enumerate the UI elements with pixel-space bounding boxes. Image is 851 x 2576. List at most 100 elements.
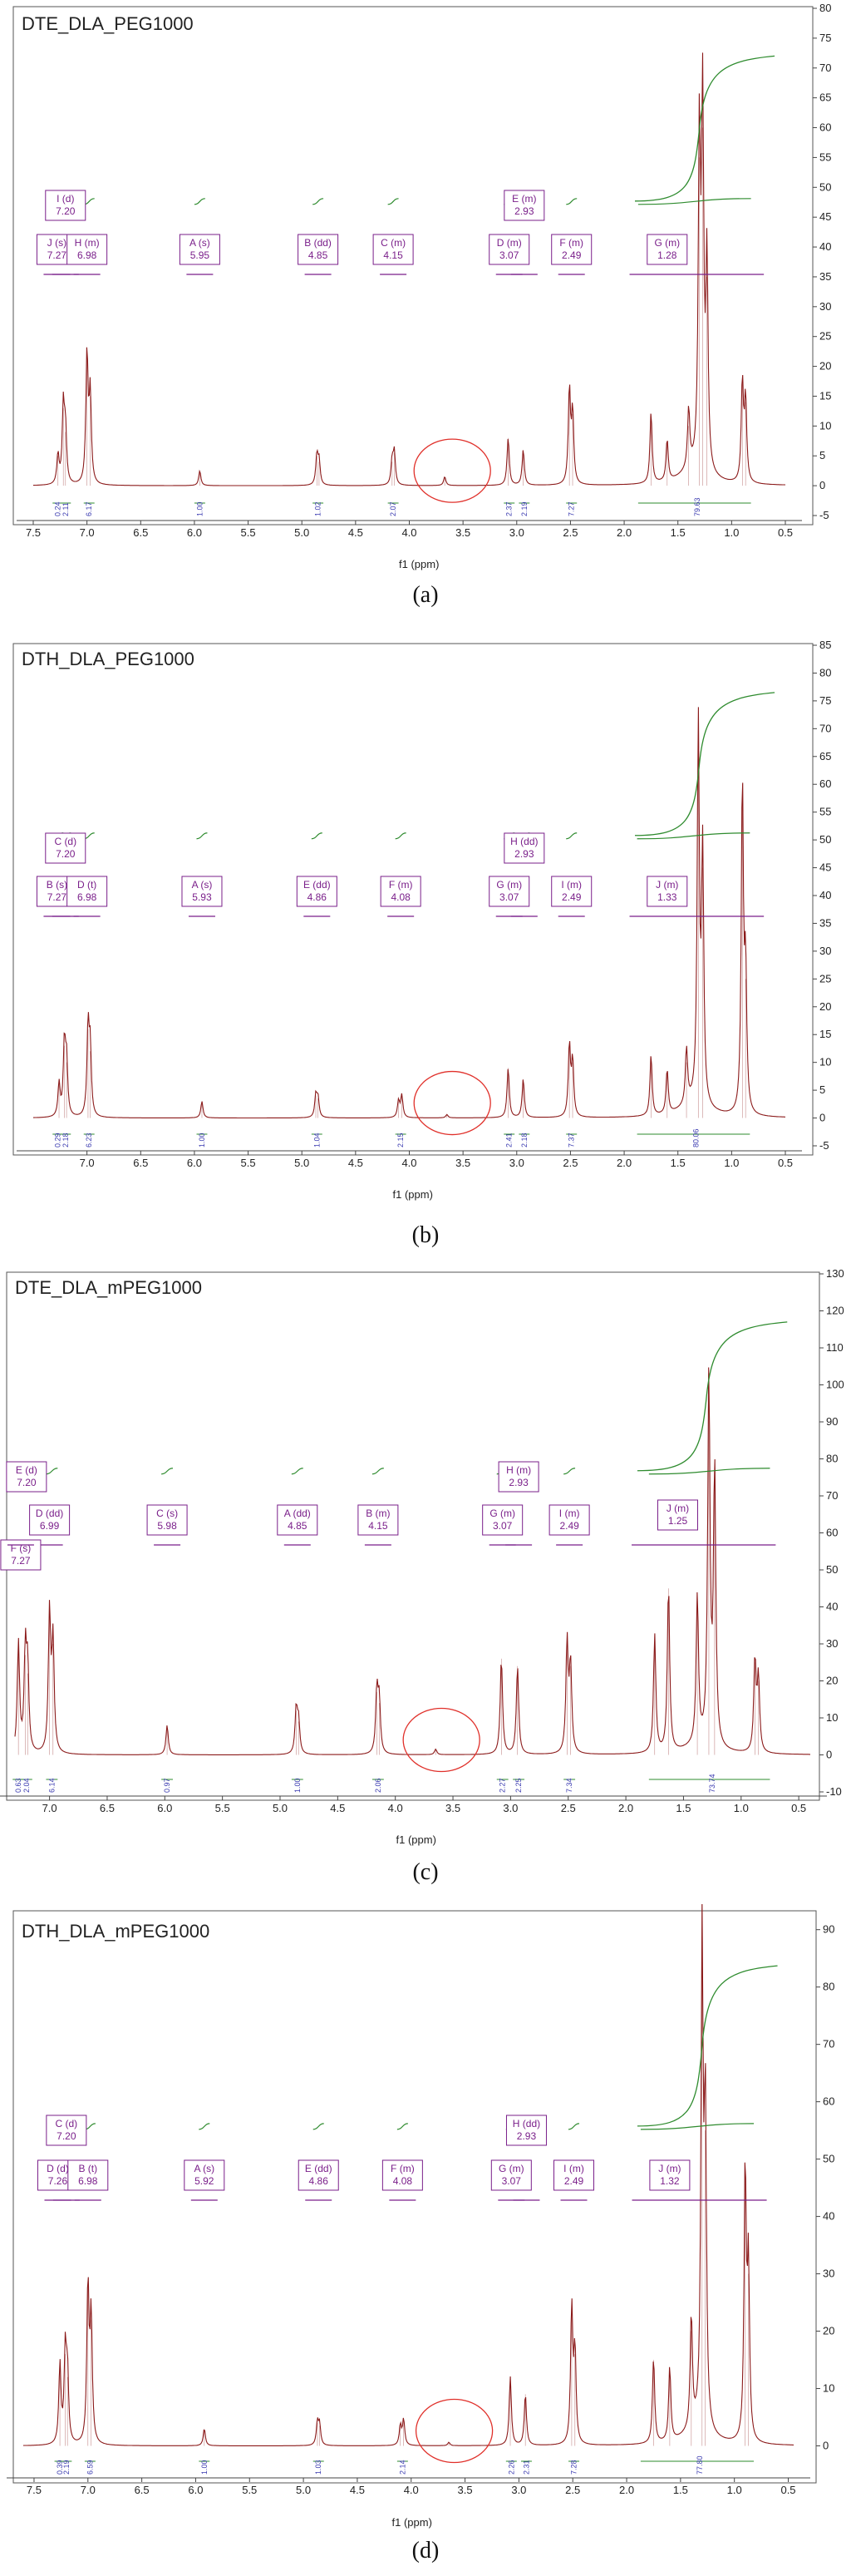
x-tick-label: 7.0 <box>80 526 95 539</box>
y-tick-label: 65 <box>819 750 831 762</box>
y-tick-label: 50 <box>826 1563 838 1576</box>
integral-curve <box>563 1468 576 1475</box>
figure-caption-d: (d) <box>411 2538 440 2564</box>
peak-label-box <box>548 1504 590 1536</box>
y-tick-label: 30 <box>819 300 831 313</box>
peak-label-name: D (d) <box>47 2163 69 2174</box>
peak-label-box <box>372 234 414 265</box>
peak-label-name: F (s) <box>11 1542 32 1554</box>
integral-value: 2.19 <box>520 501 529 516</box>
x-tick-label: 7.5 <box>27 2484 42 2496</box>
x-tick-label: 6.0 <box>157 1802 172 1814</box>
integral-value: 6.23 <box>85 1133 93 1147</box>
peak-label-box <box>296 876 337 907</box>
peak-label-box <box>504 190 545 221</box>
peak-label-name: D (m) <box>497 237 522 249</box>
y-tick-label: -5 <box>819 1139 829 1152</box>
peak-label-box <box>45 832 86 864</box>
peak-label-shift: 3.07 <box>499 891 519 903</box>
x-tick-label: 1.0 <box>727 2484 742 2496</box>
spectrum-line <box>33 52 786 486</box>
peak-label-box <box>647 876 688 907</box>
chart-title: DTE_DLA_PEG1000 <box>22 13 194 34</box>
peak-label-name: F (m) <box>559 237 583 249</box>
y-tick-label: 130 <box>826 1267 844 1280</box>
y-tick-label: -10 <box>826 1785 842 1798</box>
peak-label-shift: 4.86 <box>309 2175 329 2187</box>
peak-label-box <box>489 876 530 907</box>
y-tick-label: 60 <box>823 2095 834 2108</box>
peak-label-name: F (m) <box>391 2163 415 2174</box>
integral-value: 2.07 <box>389 501 397 516</box>
x-tick-label: 2.5 <box>563 526 578 539</box>
integral-curve <box>637 832 750 840</box>
y-tick-label: 55 <box>819 151 831 163</box>
y-tick-label: 0 <box>819 479 825 491</box>
peak-label-box <box>6 1461 47 1493</box>
peak-label-shift: 1.33 <box>657 891 677 903</box>
peak-label-name: C (d) <box>56 2118 78 2129</box>
integral-curve <box>161 1468 174 1475</box>
x-tick-label: 1.0 <box>724 526 739 539</box>
peak-label-name: I (d) <box>57 193 74 205</box>
y-tick-label: 35 <box>819 916 831 929</box>
peak-label-box <box>179 234 220 265</box>
y-tick-label: 60 <box>819 777 831 790</box>
peak-label-shift: 2.49 <box>562 891 582 903</box>
peak-label-name: I (m) <box>559 1508 580 1519</box>
peak-label-name: I (m) <box>563 2163 584 2174</box>
x-tick-label: 7.5 <box>26 526 41 539</box>
integral-value: 2.31 <box>522 2460 530 2475</box>
y-tick-label: 70 <box>823 2038 834 2050</box>
peak-label-box <box>489 234 530 265</box>
integral-curve <box>396 2123 408 2130</box>
integral-value: 0.97 <box>163 1778 171 1793</box>
peak-label-box <box>184 2159 225 2191</box>
y-tick-label: 40 <box>823 2210 834 2223</box>
plot-frame <box>6 1271 820 1801</box>
x-tick-label: 3.5 <box>455 1157 470 1169</box>
y-tick-label: 0 <box>826 1749 832 1761</box>
y-tick-label: 10 <box>823 2382 834 2395</box>
y-tick-label: 55 <box>819 806 831 818</box>
x-tick-label: 2.0 <box>617 1157 632 1169</box>
peak-label-box <box>649 2159 691 2191</box>
integral-curve <box>566 198 578 205</box>
y-tick-label: 60 <box>819 121 831 134</box>
integral-curve <box>395 832 406 840</box>
integral-curve-main <box>637 1321 788 1472</box>
y-tick-label: 80 <box>826 1453 838 1465</box>
y-tick-label: 80 <box>823 1981 834 1993</box>
x-tick-label: 3.0 <box>503 1802 518 1814</box>
peak-label-shift: 4.85 <box>308 249 328 261</box>
y-tick-label: 15 <box>819 389 831 402</box>
peak-label-box <box>551 234 593 265</box>
peak-label-box <box>46 2115 87 2146</box>
nmr-spectrum-c: DTE_DLA_mPEG1000 7.0 6.5 6.0 5.5 5.0 4.5 4.0 3.… <box>0 1267 844 1846</box>
x-axis-label: f1 (ppm) <box>396 1833 436 1846</box>
x-tick-label: 6.5 <box>133 1157 148 1169</box>
nmr-spectrum-b: DTH_DLA_PEG1000 7.0 6.5 6.0 5.5 5.0 4.5 4.0 3.5… <box>12 639 831 1201</box>
peak-label-shift: 1.25 <box>668 1515 688 1527</box>
peak-label-box <box>490 2159 532 2191</box>
peak-label-box <box>45 190 86 221</box>
peak-label-shift: 6.98 <box>77 891 97 903</box>
x-tick-label: 4.0 <box>404 2484 419 2496</box>
y-tick-label: 40 <box>819 889 831 901</box>
peak-label-name: J (m) <box>658 2163 681 2174</box>
y-tick-label: 0 <box>823 2440 829 2452</box>
peak-label-name: D (t) <box>77 879 96 891</box>
x-tick-label: 5.5 <box>241 1157 256 1169</box>
integral-value: 73.74 <box>708 1774 716 1793</box>
peak-label-shift: 4.15 <box>368 1520 388 1532</box>
y-tick-label: 80 <box>819 666 831 679</box>
x-tick-label: 5.5 <box>242 2484 257 2496</box>
peak-label-name: H (m) <box>506 1464 531 1476</box>
y-tick-label: 15 <box>819 1028 831 1040</box>
x-tick-label: 4.0 <box>401 1157 416 1169</box>
integral-curve-main <box>637 1965 778 2127</box>
peak-label-name: C (d) <box>54 836 76 847</box>
spectrum-line <box>33 707 785 1119</box>
figure-caption-a: (a) <box>412 582 439 608</box>
peak-label-box <box>298 234 339 265</box>
